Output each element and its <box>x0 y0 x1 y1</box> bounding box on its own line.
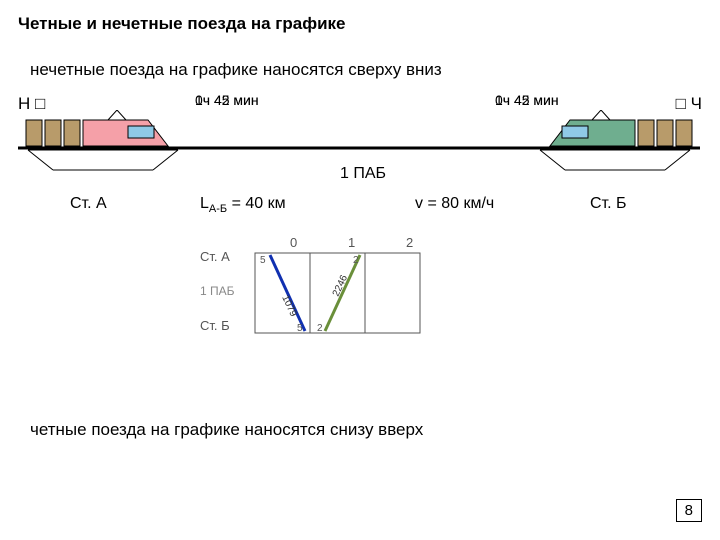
station-b-graphic <box>530 110 700 180</box>
odd-note: нечетные поезда на графике наносятся све… <box>30 60 442 80</box>
svg-text:5: 5 <box>260 255 266 266</box>
distance-label: LА-Б = 40 км <box>200 195 286 215</box>
station-a-label: Ст. А <box>70 195 107 213</box>
speed-label: v = 80 км/ч <box>415 195 494 213</box>
page-title: Четные и нечетные поезда на графике <box>18 14 346 34</box>
train-graph: Ст. А 1 ПАБ Ст. Б 0 1 2 5 5 2 2 1079 224… <box>200 235 450 355</box>
svg-text:Ст. А: Ст. А <box>200 249 230 264</box>
svg-text:1079: 1079 <box>279 294 299 319</box>
svg-text:2: 2 <box>317 323 323 334</box>
svg-text:Ст. Б: Ст. Б <box>200 318 230 333</box>
svg-text:0: 0 <box>290 235 297 250</box>
svg-text:2: 2 <box>406 235 413 250</box>
even-note: четные поезда на графике наносятся снизу… <box>30 420 423 440</box>
station-a-graphic <box>18 110 188 180</box>
station-b-label: Ст. Б <box>590 195 627 213</box>
svg-text:1 ПАБ: 1 ПАБ <box>200 284 235 298</box>
track-line <box>186 146 532 152</box>
svg-text:5: 5 <box>297 323 303 334</box>
svg-text:2: 2 <box>353 255 359 266</box>
block-label: 1 ПАБ <box>340 165 386 183</box>
svg-text:1: 1 <box>348 235 355 250</box>
page-number: 8 <box>676 499 702 522</box>
